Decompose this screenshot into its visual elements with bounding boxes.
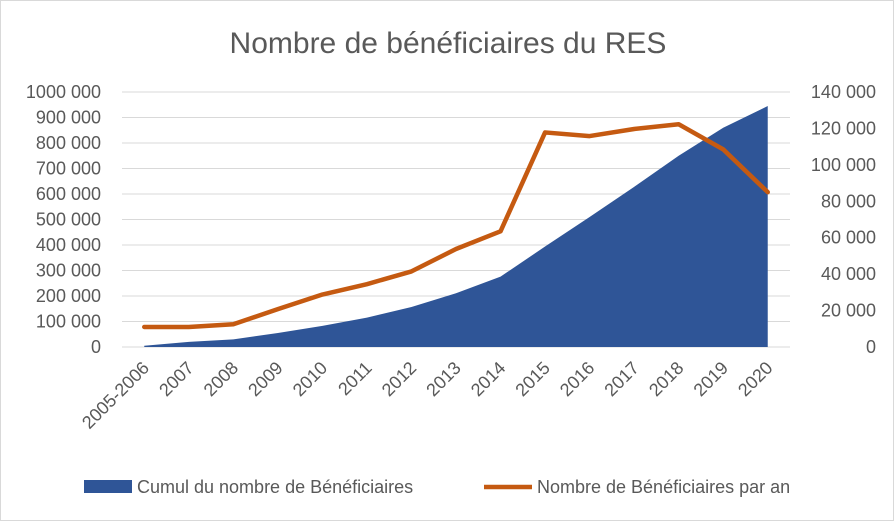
left-tick-label-6: 600 000	[36, 184, 101, 204]
right-tick-label-3: 60 000	[821, 228, 876, 248]
x-tick-label-1: 2007	[155, 358, 197, 400]
x-axis: 2005-2006 2007 2008 2009 2010 2011 2012 2013 201…	[78, 358, 776, 433]
left-axis: 0 100 000 200 000 300 000 400 000 500 000 600 …	[26, 82, 101, 357]
left-tick-label-9: 900 000	[36, 108, 101, 128]
legend: Cumul du nombre de Bénéficiaires Nombre …	[84, 477, 790, 497]
x-tick-label-13: 2019	[690, 358, 732, 400]
x-tick-label-7: 2013	[422, 358, 464, 400]
right-tick-label-0: 0	[866, 337, 876, 357]
chart-title: Nombre de bénéficiaires du RES	[230, 27, 667, 60]
left-tick-label-7: 700 000	[36, 159, 101, 179]
right-tick-label-7: 140 000	[811, 82, 876, 102]
x-tick-label-0: 2005-2006	[78, 358, 153, 433]
right-axis: 0 20 000 40 000 60 000 80 000 100 000 120 000 1…	[811, 82, 876, 357]
legend-swatch-area	[84, 480, 132, 493]
x-tick-label-9: 2015	[511, 358, 553, 400]
legend-label-line: Nombre de Bénéficiaires par an	[537, 477, 790, 497]
x-tick-label-11: 2017	[601, 358, 643, 400]
x-tick-label-10: 2016	[556, 358, 598, 400]
x-tick-label-4: 2010	[289, 358, 331, 400]
x-tick-label-3: 2009	[244, 358, 286, 400]
left-tick-label-4: 400 000	[36, 235, 101, 255]
area-cumul-beneficiaires	[144, 106, 768, 348]
x-tick-label-2: 2008	[200, 358, 242, 400]
x-tick-label-14: 2020	[734, 358, 776, 400]
x-tick-label-12: 2018	[645, 358, 687, 400]
left-tick-label-2: 200 000	[36, 286, 101, 306]
right-tick-label-4: 80 000	[821, 191, 876, 211]
left-tick-label-3: 300 000	[36, 261, 101, 281]
left-tick-label-0: 0	[91, 337, 101, 357]
right-tick-label-5: 100 000	[811, 155, 876, 175]
area-series	[144, 106, 768, 348]
right-tick-label-2: 40 000	[821, 264, 876, 284]
x-tick-label-5: 2011	[334, 358, 376, 400]
line-series	[142, 121, 770, 330]
x-tick-label-6: 2012	[378, 358, 420, 400]
left-tick-label-10: 1000 000	[26, 82, 101, 102]
x-tick-label-8: 2014	[467, 358, 509, 400]
left-tick-label-8: 800 000	[36, 133, 101, 153]
right-tick-label-6: 120 000	[811, 118, 876, 138]
left-tick-label-5: 500 000	[36, 210, 101, 230]
left-tick-label-1: 100 000	[36, 312, 101, 332]
line-beneficiaires-par-an	[142, 121, 770, 330]
right-tick-label-1: 20 000	[821, 301, 876, 321]
legend-label-area: Cumul du nombre de Bénéficiaires	[137, 477, 413, 497]
